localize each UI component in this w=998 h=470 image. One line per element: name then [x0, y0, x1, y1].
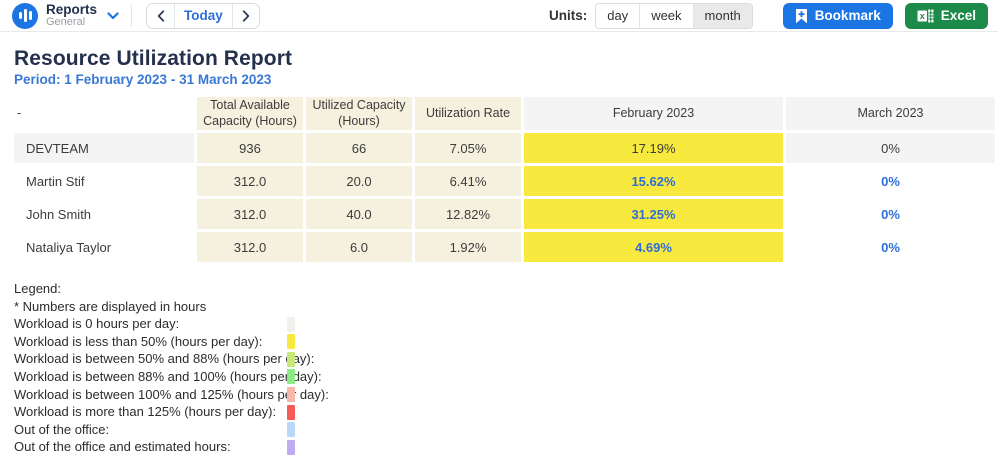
- total-capacity: 312.0: [197, 199, 303, 229]
- legend-item: Workload is between 50% and 88% (hours p…: [14, 350, 998, 368]
- units-segmented-control: day week month: [595, 3, 752, 29]
- march-value-link[interactable]: 0%: [786, 199, 995, 229]
- chevron-right-icon: [242, 10, 250, 22]
- resource-name: John Smith: [14, 199, 194, 229]
- february-value-link[interactable]: 15.62%: [524, 166, 783, 196]
- table-header-row: - Total Available Capacity (Hours) Utili…: [14, 97, 995, 130]
- legend-item: Out of the office:: [14, 421, 998, 439]
- report-type-switcher[interactable]: Reports General: [12, 3, 119, 29]
- legend-swatch-zero: [287, 317, 295, 332]
- february-value: 17.19%: [524, 133, 783, 163]
- excel-label: Excel: [941, 8, 976, 23]
- units-option-month[interactable]: month: [693, 4, 752, 28]
- utilization-rate: 6.41%: [415, 166, 521, 196]
- svg-text:x: x: [919, 11, 924, 21]
- column-header-total-capacity: Total Available Capacity (Hours): [197, 97, 303, 130]
- resource-name: Nataliya Taylor: [14, 232, 194, 262]
- legend-title: Legend:: [14, 280, 998, 298]
- february-value-link[interactable]: 31.25%: [524, 199, 783, 229]
- utilization-rate: 7.05%: [415, 133, 521, 163]
- utilization-table: - Total Available Capacity (Hours) Utili…: [11, 94, 998, 265]
- previous-period-button[interactable]: [147, 4, 174, 28]
- legend-swatch-over-125: [287, 405, 295, 420]
- table-row-devteam: DEVTEAM 936 66 7.05% 17.19% 0%: [14, 133, 995, 163]
- topbar: Reports General Today Units:: [0, 0, 998, 32]
- utilization-rate: 12.82%: [415, 199, 521, 229]
- units-option-week[interactable]: week: [639, 4, 692, 28]
- legend-swatch-50-88: [287, 352, 295, 367]
- report-content: Resource Utilization Report Period: 1 Fe…: [0, 47, 998, 456]
- utilized-capacity: 40.0: [306, 199, 412, 229]
- legend-item: Workload is less than 50% (hours per day…: [14, 333, 998, 351]
- table-row-john-smith: John Smith 312.0 40.0 12.82% 31.25% 0%: [14, 199, 995, 229]
- excel-icon: x: [917, 8, 934, 24]
- chevron-down-icon: [107, 12, 119, 20]
- total-capacity: 936: [197, 133, 303, 163]
- units-label: Units:: [549, 8, 587, 23]
- bar-chart-logo-icon: [12, 3, 38, 29]
- march-value-link[interactable]: 0%: [786, 166, 995, 196]
- legend-swatch-under-50: [287, 334, 295, 349]
- topbar-divider: [131, 5, 132, 27]
- column-header-february-2023: February 2023: [524, 97, 783, 130]
- total-capacity: 312.0: [197, 232, 303, 262]
- chevron-left-icon: [157, 10, 165, 22]
- column-header-name: -: [14, 97, 194, 130]
- legend-swatch-100-125: [287, 387, 295, 402]
- march-value-link[interactable]: 0%: [786, 232, 995, 262]
- report-period: Period: 1 February 2023 - 31 March 2023: [14, 72, 998, 87]
- next-period-button[interactable]: [232, 4, 259, 28]
- table-row-nataliya-taylor: Nataliya Taylor 312.0 6.0 1.92% 4.69% 0%: [14, 232, 995, 262]
- legend-item: Workload is more than 125% (hours per da…: [14, 403, 998, 421]
- column-header-utilization-rate: Utilization Rate: [415, 97, 521, 130]
- units-option-day[interactable]: day: [596, 4, 639, 28]
- excel-export-button[interactable]: x Excel: [905, 3, 988, 29]
- bookmark-plus-icon: [795, 8, 808, 24]
- march-value: 0%: [786, 133, 995, 163]
- resource-name: Martin Stif: [14, 166, 194, 196]
- bookmark-button[interactable]: Bookmark: [783, 3, 893, 29]
- utilized-capacity: 66: [306, 133, 412, 163]
- legend-item: Out of the office and estimated hours:: [14, 438, 998, 456]
- utilized-capacity: 6.0: [306, 232, 412, 262]
- legend-item: Workload is between 100% and 125% (hours…: [14, 386, 998, 404]
- legend-swatch-ooo-estimated: [287, 440, 295, 455]
- utilization-rate: 1.92%: [415, 232, 521, 262]
- today-button[interactable]: Today: [174, 4, 232, 28]
- legend-note: * Numbers are displayed in hours: [14, 298, 998, 316]
- bookmark-label: Bookmark: [815, 8, 881, 23]
- february-value-link[interactable]: 4.69%: [524, 232, 783, 262]
- legend-swatch-88-100: [287, 369, 295, 384]
- column-header-utilized-capacity: Utilized Capacity (Hours): [306, 97, 412, 130]
- app-subtitle: General: [46, 17, 97, 29]
- date-navigation: Today: [146, 3, 260, 29]
- legend-swatch-out-of-office: [287, 422, 295, 437]
- total-capacity: 312.0: [197, 166, 303, 196]
- table-row-martin-stif: Martin Stif 312.0 20.0 6.41% 15.62% 0%: [14, 166, 995, 196]
- utilized-capacity: 20.0: [306, 166, 412, 196]
- app-title: Reports: [46, 3, 97, 17]
- resource-name: DEVTEAM: [14, 133, 194, 163]
- legend-item: Workload is between 88% and 100% (hours …: [14, 368, 998, 386]
- legend: Legend: * Numbers are displayed in hours…: [14, 280, 998, 456]
- page-title: Resource Utilization Report: [14, 47, 998, 71]
- column-header-march-2023: March 2023: [786, 97, 995, 130]
- legend-item: Workload is 0 hours per day:: [14, 315, 998, 333]
